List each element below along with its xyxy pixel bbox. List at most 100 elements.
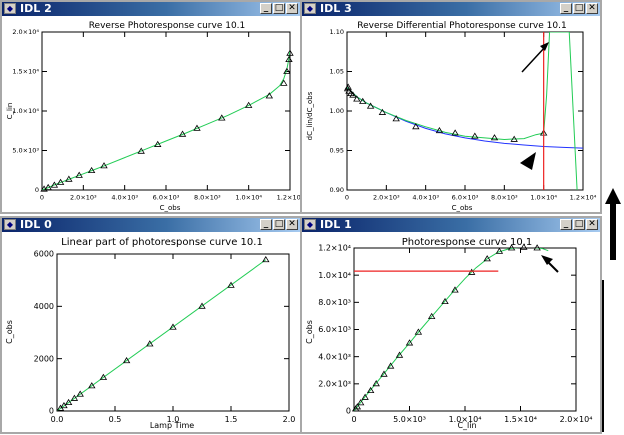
window-title: IDL 3 xyxy=(320,2,352,15)
data-point xyxy=(483,255,491,262)
y-tick-label: 1.0×10⁴ xyxy=(12,107,39,115)
maximize-button[interactable]: □ xyxy=(273,219,285,230)
data-point xyxy=(412,123,420,130)
window-idl2[interactable]: ◆ IDL 2 _ □ ✕ Reverse Photoresponse curv… xyxy=(0,0,302,214)
window-idl0[interactable]: ◆ IDL 0 _ □ ✕ Linear part of photorespon… xyxy=(0,216,302,434)
close-button[interactable]: ✕ xyxy=(286,3,298,14)
data-point xyxy=(99,373,108,380)
data-point xyxy=(283,67,291,74)
plot-frame xyxy=(56,253,290,412)
x-tick-label: 0 xyxy=(351,415,356,424)
window-title: IDL 2 xyxy=(20,2,52,15)
series-line xyxy=(347,32,578,190)
data-point xyxy=(405,339,414,346)
minimize-button[interactable]: _ xyxy=(560,3,572,14)
idl-window-icon: ◆ xyxy=(4,219,16,230)
data-point xyxy=(510,135,518,142)
y-tick-label: 1.2×10⁴ xyxy=(318,244,351,253)
data-point xyxy=(507,244,516,251)
data-point xyxy=(60,401,68,409)
data-point xyxy=(100,162,108,169)
minimize-button[interactable]: _ xyxy=(560,219,572,230)
x-axis-label: C_obs xyxy=(160,204,181,212)
data-point xyxy=(520,243,528,250)
close-button[interactable]: ✕ xyxy=(586,219,598,230)
data-point xyxy=(65,175,73,182)
x-tick-label: 1.0×10⁴ xyxy=(449,415,482,424)
plot-canvas: Reverse Photoresponse curve 10.1 C_obs C… xyxy=(6,21,300,212)
data-point xyxy=(386,362,395,369)
y-axis-label: C_lin xyxy=(6,103,14,120)
data-point xyxy=(285,55,293,63)
minimize-button[interactable]: _ xyxy=(260,219,272,230)
y-tick-label: 4000 xyxy=(34,302,54,311)
title-bar[interactable]: ◆ IDL 1 _ □ ✕ xyxy=(302,218,600,232)
y-tick-label: 1.5×10⁴ xyxy=(12,68,39,76)
title-bar[interactable]: ◆ IDL 2 _ □ ✕ xyxy=(2,2,300,16)
series-line xyxy=(57,259,267,411)
data-point xyxy=(88,382,96,389)
data-point xyxy=(441,297,449,305)
title-bar[interactable]: ◆ IDL 3 _ □ ✕ xyxy=(302,2,600,16)
data-point xyxy=(154,140,162,147)
data-point xyxy=(392,115,400,122)
x-tick-label: 8.0×10³ xyxy=(194,194,221,202)
plot-canvas: Reverse Differential Photoresponse curve… xyxy=(306,21,597,212)
chart-title: Reverse Photoresponse curve 10.1 xyxy=(89,21,246,31)
data-point xyxy=(44,183,52,191)
chart-title: Linear part of photoresponse curve 10.1 xyxy=(61,237,263,248)
big-arrow-icon xyxy=(602,188,621,432)
data-point xyxy=(280,79,288,86)
data-point xyxy=(64,398,73,406)
idl-window-icon: ◆ xyxy=(304,219,316,230)
x-tick-label: 0.0 xyxy=(51,415,64,424)
idl-window-icon: ◆ xyxy=(4,3,16,14)
maximize-button[interactable]: □ xyxy=(273,3,285,14)
y-tick-label: 6000 xyxy=(34,250,54,259)
maximize-button[interactable]: □ xyxy=(573,219,585,230)
x-tick-label: 1.0 xyxy=(167,415,180,424)
data-point xyxy=(218,114,226,121)
window-idl1[interactable]: ◆ IDL 1 _ □ ✕ Photoresponse curve 10.1 C… xyxy=(300,216,602,434)
series-line xyxy=(347,86,583,149)
y-tick-label: 2.0×10³ xyxy=(318,380,351,389)
data-point xyxy=(70,394,79,401)
arrow-annotation-icon xyxy=(520,152,536,170)
arrow-annotation-icon xyxy=(541,255,559,273)
y-axis-label: C_obs xyxy=(5,320,14,344)
data-point xyxy=(471,132,479,139)
y-axis-label: C_obs xyxy=(305,320,314,344)
window-idl3[interactable]: ◆ IDL 3 _ □ ✕ Reverse Differential Photo… xyxy=(300,0,602,214)
x-tick-label: 8.0×10³ xyxy=(491,194,518,202)
title-bar[interactable]: ◆ IDL 0 _ □ ✕ xyxy=(2,218,300,232)
y-tick-label: 1.0×10⁴ xyxy=(318,271,351,280)
x-tick-label: 4.0×10³ xyxy=(111,194,138,202)
y-tick-label: 0 xyxy=(346,407,351,416)
data-point xyxy=(178,130,187,137)
data-point xyxy=(262,255,270,263)
series-line xyxy=(354,248,549,411)
y-tick-label: 0.90 xyxy=(330,186,344,194)
window-title: IDL 1 xyxy=(320,218,352,231)
chart-title: Photoresponse curve 10.1 xyxy=(402,237,533,248)
y-tick-label: 8.0×10³ xyxy=(318,298,351,307)
close-button[interactable]: ✕ xyxy=(586,3,598,14)
y-tick-label: 2000 xyxy=(34,354,54,363)
data-point xyxy=(198,302,206,309)
data-point xyxy=(372,380,380,387)
y-tick-label: 5.0×10³ xyxy=(12,147,39,155)
data-point xyxy=(353,403,362,410)
data-point xyxy=(146,340,154,347)
idl-window-icon: ◆ xyxy=(304,3,316,14)
x-axis-label: C_lin xyxy=(457,421,476,430)
data-point xyxy=(244,101,253,108)
x-tick-label: 2.0×10⁴ xyxy=(560,415,593,424)
y-tick-label: 0 xyxy=(35,186,39,194)
x-tick-label: 6.0×10³ xyxy=(153,194,180,202)
maximize-button[interactable]: □ xyxy=(573,3,585,14)
x-tick-label: 6.0×10³ xyxy=(452,194,479,202)
data-point xyxy=(414,328,423,335)
x-tick-label: 5.0×10³ xyxy=(393,415,426,424)
close-button[interactable]: ✕ xyxy=(286,219,298,230)
minimize-button[interactable]: _ xyxy=(260,3,272,14)
